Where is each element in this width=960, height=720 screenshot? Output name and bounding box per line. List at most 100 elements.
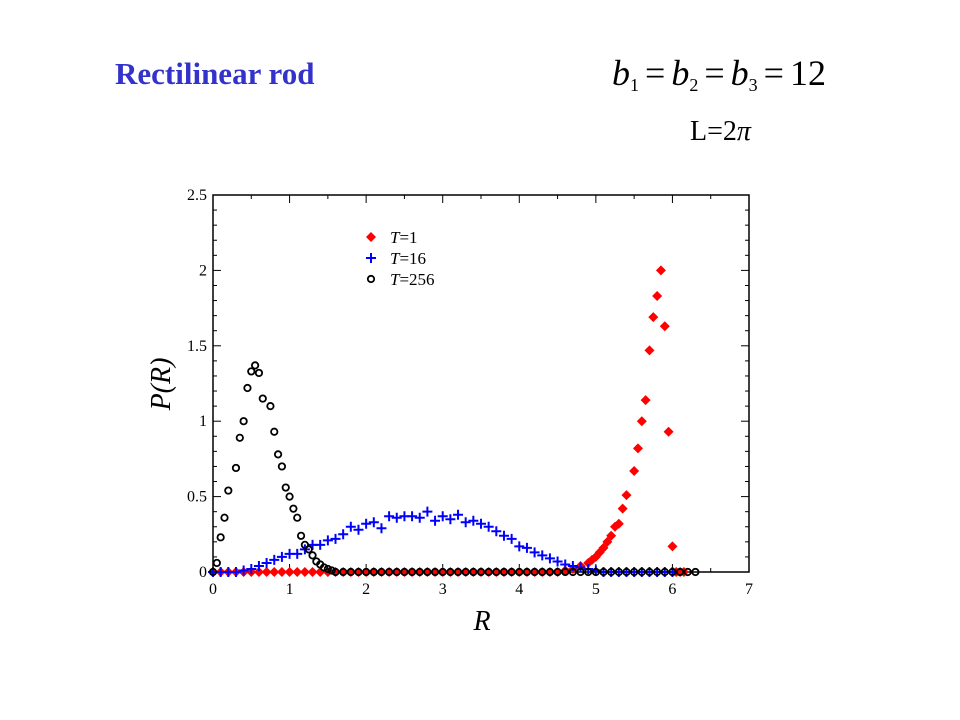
data-point (289, 504, 298, 513)
eq-equals-2: = (704, 53, 725, 93)
data-point (445, 514, 456, 525)
x-tick-label: 6 (668, 581, 676, 598)
data-point (675, 567, 685, 577)
data-point (499, 567, 509, 577)
data-point (212, 558, 221, 568)
data-point (629, 465, 640, 476)
data-point (285, 492, 294, 501)
data-point (384, 511, 395, 522)
data-point (538, 567, 547, 577)
slide-title: Rectilinear rod (115, 56, 315, 91)
data-point (354, 567, 363, 577)
x-tick-label: 0 (209, 581, 217, 598)
y-tick-label: 1.5 (187, 338, 207, 355)
chart-legend: T=1 T=16 T=256 (366, 228, 435, 289)
data-point (648, 312, 659, 323)
legend-label: T=16 (390, 249, 426, 268)
y-tick-label: 2 (199, 262, 207, 279)
data-point (553, 567, 562, 577)
data-point (400, 567, 409, 577)
data-point (614, 567, 623, 577)
data-point (345, 521, 356, 532)
y-tick-label: 0.5 (187, 489, 207, 506)
data-point (269, 554, 280, 565)
data-point (659, 321, 670, 332)
data-point (319, 563, 329, 572)
data-point (621, 490, 632, 501)
eq-b3-sub: 3 (748, 75, 758, 95)
data-point (238, 565, 249, 576)
data-point (453, 567, 463, 577)
data-point (368, 517, 379, 528)
data-point (476, 518, 486, 529)
data-point (208, 567, 218, 577)
data-point (315, 539, 326, 550)
data-point (667, 541, 678, 552)
eq-value: 12 (789, 53, 826, 93)
y-axis-label: P(R) (150, 358, 177, 412)
data-point (446, 567, 455, 577)
data-point (284, 567, 295, 577)
data-point (377, 567, 386, 577)
series-t256 (208, 361, 700, 577)
data-point (460, 517, 471, 528)
data-point (691, 567, 700, 577)
data-point (292, 548, 303, 559)
eq-b1-sub: 1 (630, 75, 639, 95)
data-point (461, 567, 470, 577)
data-point (346, 567, 355, 577)
y-tick-label: 0 (199, 564, 207, 581)
data-point (253, 567, 264, 577)
eq-equals-1: = (645, 53, 666, 93)
data-point (247, 367, 256, 376)
data-point (369, 567, 378, 577)
data-point (430, 567, 440, 577)
data-point (261, 557, 272, 568)
data-point (514, 541, 525, 552)
data-point (640, 395, 651, 406)
data-point (637, 567, 646, 577)
data-point (308, 551, 317, 560)
x-tick-label: 1 (286, 581, 294, 598)
data-point (339, 567, 348, 577)
data-point (660, 567, 669, 577)
data-point (683, 567, 692, 577)
data-point (469, 567, 478, 577)
data-point (515, 567, 524, 577)
data-point (544, 553, 555, 564)
data-point (281, 483, 290, 492)
eq-b3: b (730, 53, 749, 93)
data-point (330, 533, 341, 544)
data-point (385, 567, 394, 577)
data-point (644, 345, 655, 356)
data-point (299, 567, 310, 577)
data-point (307, 567, 318, 577)
legend-marker (366, 232, 376, 242)
data-point (296, 531, 306, 540)
data-point (498, 530, 509, 541)
data-point (655, 265, 666, 276)
data-point (276, 551, 287, 562)
data-point (668, 567, 677, 577)
data-point (331, 567, 340, 577)
data-point (607, 567, 616, 577)
data-point (224, 486, 233, 495)
x-tick-label: 2 (362, 581, 370, 598)
data-point (483, 521, 494, 532)
data-point (506, 533, 517, 544)
data-point (552, 556, 563, 567)
x-tick-label: 7 (745, 581, 753, 598)
data-point (376, 523, 387, 534)
probability-chart: 0 1 2 3 4 5 6 7 0 0.5 1 1.5 2 2.5 T=1 T=16 T=256 R P(R) (150, 187, 753, 637)
legend-marker (366, 253, 376, 263)
data-point (327, 566, 336, 575)
data-point (246, 563, 257, 574)
x-tick-label: 4 (515, 581, 523, 598)
data-point (266, 402, 275, 411)
x-axis-label: R (472, 606, 490, 637)
series-t1 (208, 265, 689, 577)
data-point (437, 511, 448, 522)
data-point (353, 524, 364, 535)
data-point (530, 567, 539, 577)
data-point (261, 567, 272, 577)
